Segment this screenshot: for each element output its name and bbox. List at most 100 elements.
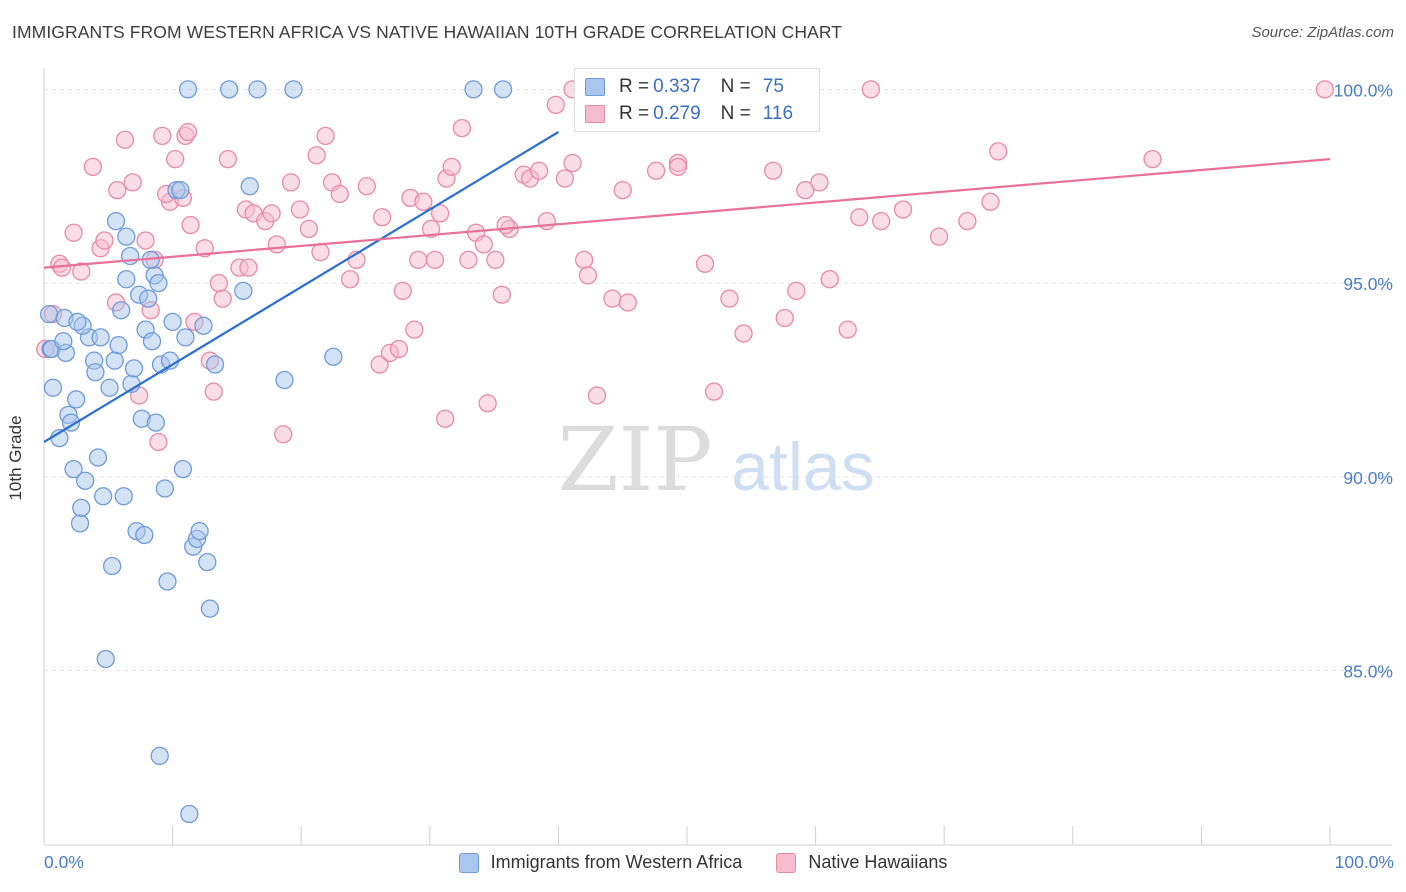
data-point bbox=[54, 332, 73, 351]
data-point bbox=[838, 320, 857, 339]
data-point bbox=[153, 126, 172, 146]
data-point bbox=[574, 250, 594, 270]
data-point bbox=[290, 200, 310, 219]
data-point bbox=[76, 471, 95, 490]
data-point bbox=[83, 157, 103, 177]
r-label: R = bbox=[619, 76, 650, 97]
r-value: 0.279 bbox=[653, 103, 701, 124]
n-value: 75 bbox=[762, 76, 784, 97]
data-point bbox=[123, 173, 142, 192]
data-point bbox=[106, 211, 126, 231]
data-point bbox=[155, 479, 175, 498]
data-point bbox=[117, 270, 136, 289]
data-point bbox=[1315, 80, 1335, 99]
data-point bbox=[695, 254, 715, 273]
data-point bbox=[209, 273, 229, 293]
data-point bbox=[267, 235, 286, 254]
data-point bbox=[72, 498, 91, 518]
data-point bbox=[86, 363, 105, 382]
data-point bbox=[220, 80, 239, 99]
data-point bbox=[389, 339, 409, 359]
data-point bbox=[496, 215, 515, 235]
watermark: ZIP atlas bbox=[557, 408, 874, 511]
watermark-atlas: atlas bbox=[731, 429, 875, 505]
data-point bbox=[311, 242, 330, 262]
stats-legend-row-blue: R = 0.337 N = 75 bbox=[585, 75, 784, 99]
data-point bbox=[166, 149, 185, 169]
data-point bbox=[405, 320, 424, 339]
data-point bbox=[178, 122, 198, 142]
data-point bbox=[95, 231, 114, 250]
data-point bbox=[204, 382, 223, 401]
data-point bbox=[452, 118, 472, 138]
data-point bbox=[546, 95, 565, 115]
data-point bbox=[181, 215, 200, 235]
data-point bbox=[850, 208, 869, 227]
data-point bbox=[248, 80, 267, 99]
legend-item-native-hawaiians[interactable]: Native Hawaiians bbox=[776, 852, 947, 873]
data-point bbox=[112, 301, 131, 320]
data-point bbox=[142, 332, 162, 351]
data-point bbox=[861, 80, 881, 99]
data-point bbox=[194, 316, 213, 335]
n-value: 116 bbox=[762, 103, 794, 124]
data-point bbox=[324, 347, 343, 366]
data-point bbox=[820, 270, 839, 289]
data-point bbox=[486, 250, 505, 270]
data-point bbox=[764, 161, 783, 180]
data-point bbox=[190, 521, 209, 541]
data-point bbox=[70, 514, 90, 533]
data-point bbox=[958, 211, 977, 231]
data-point bbox=[115, 130, 135, 149]
data-point bbox=[981, 192, 1000, 211]
data-point bbox=[114, 487, 133, 506]
y-tick-label: 95.0% bbox=[1343, 274, 1393, 294]
data-point bbox=[464, 80, 483, 99]
data-point bbox=[299, 219, 319, 239]
source-credit: Source: ZipAtlas.com bbox=[1251, 24, 1394, 41]
data-point bbox=[563, 153, 582, 173]
data-point bbox=[275, 370, 294, 390]
data-point bbox=[67, 390, 86, 409]
native-hawaiians-points bbox=[36, 80, 1335, 452]
y-tick-label: 100.0% bbox=[1334, 80, 1393, 100]
data-point bbox=[149, 432, 168, 452]
gridlines bbox=[44, 88, 1392, 672]
data-point bbox=[158, 572, 177, 591]
data-point bbox=[529, 161, 549, 180]
data-point bbox=[171, 180, 190, 200]
x-tick-label-max: 100.0% bbox=[1334, 852, 1394, 872]
series-legend: Immigrants from Western Africa Native Ha… bbox=[0, 852, 1406, 873]
data-point bbox=[307, 146, 326, 165]
legend-item-western-africa[interactable]: Immigrants from Western Africa bbox=[458, 852, 742, 873]
data-point bbox=[393, 281, 412, 301]
data-point bbox=[370, 355, 389, 374]
data-point bbox=[91, 328, 110, 347]
data-point bbox=[136, 231, 155, 250]
legend-swatch-pink bbox=[776, 852, 797, 873]
y-tick-label: 85.0% bbox=[1343, 662, 1393, 682]
western-africa-points bbox=[39, 80, 513, 824]
data-point bbox=[200, 599, 220, 618]
data-point bbox=[281, 173, 301, 192]
data-point bbox=[105, 351, 124, 370]
stats-legend: R = 0.337 N = 75 R = 0.279 N = 116 bbox=[574, 68, 820, 132]
data-point bbox=[425, 250, 445, 270]
data-point bbox=[414, 192, 433, 211]
legend-swatch-blue bbox=[585, 78, 605, 96]
data-point bbox=[720, 289, 739, 308]
data-point bbox=[239, 258, 258, 277]
x-tick-label-min: 0.0% bbox=[44, 852, 84, 872]
data-point bbox=[218, 149, 238, 169]
trend-line-native-hawaiians bbox=[43, 158, 1331, 269]
data-point bbox=[316, 126, 335, 146]
data-point bbox=[618, 293, 637, 312]
data-point bbox=[421, 219, 441, 239]
data-point bbox=[430, 204, 450, 223]
data-point bbox=[43, 378, 63, 397]
data-point bbox=[357, 177, 376, 196]
data-point bbox=[474, 235, 493, 254]
data-point bbox=[117, 227, 136, 246]
data-point bbox=[108, 180, 127, 200]
